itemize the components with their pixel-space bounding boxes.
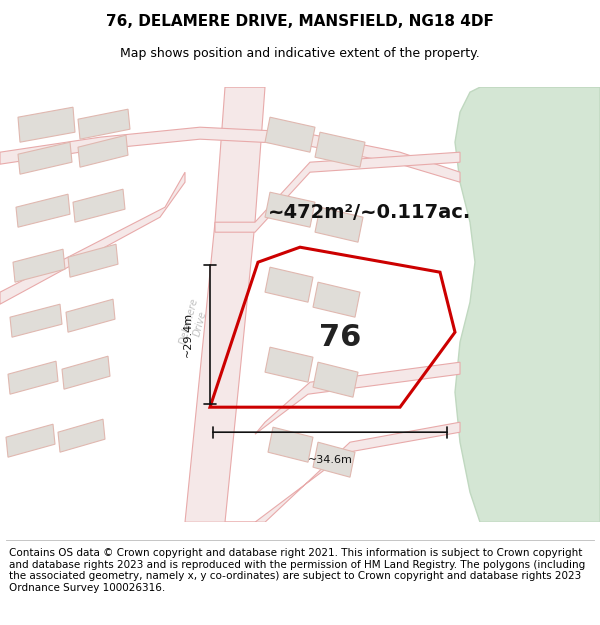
Polygon shape [78, 109, 130, 139]
Polygon shape [13, 249, 65, 282]
Text: ~34.6m: ~34.6m [308, 455, 352, 465]
Polygon shape [455, 87, 600, 522]
Polygon shape [265, 118, 315, 152]
Polygon shape [73, 189, 125, 222]
Polygon shape [265, 192, 315, 227]
Polygon shape [6, 424, 55, 457]
Polygon shape [255, 362, 460, 434]
Polygon shape [313, 442, 355, 478]
Text: Map shows position and indicative extent of the property.: Map shows position and indicative extent… [120, 48, 480, 61]
Text: 76: 76 [319, 322, 361, 352]
Polygon shape [66, 299, 115, 332]
Text: ~472m²/~0.117ac.: ~472m²/~0.117ac. [268, 202, 472, 222]
Polygon shape [315, 132, 365, 167]
Polygon shape [265, 348, 313, 382]
Text: ~29.4m: ~29.4m [183, 312, 193, 358]
Polygon shape [18, 142, 72, 174]
Polygon shape [68, 244, 118, 278]
Text: Delamere
Drive: Delamere Drive [178, 296, 212, 348]
Polygon shape [62, 356, 110, 389]
Polygon shape [0, 172, 185, 304]
Polygon shape [78, 135, 128, 167]
Polygon shape [225, 422, 460, 522]
Polygon shape [315, 208, 363, 242]
Polygon shape [185, 87, 265, 522]
Text: Contains OS data © Crown copyright and database right 2021. This information is : Contains OS data © Crown copyright and d… [9, 548, 585, 592]
Polygon shape [18, 107, 75, 142]
Polygon shape [58, 419, 105, 452]
Polygon shape [313, 282, 360, 317]
Polygon shape [313, 362, 358, 398]
Polygon shape [10, 304, 62, 338]
Polygon shape [265, 268, 313, 302]
Polygon shape [215, 152, 460, 232]
Polygon shape [268, 428, 313, 462]
Polygon shape [0, 127, 460, 182]
Polygon shape [16, 194, 70, 227]
Polygon shape [8, 361, 58, 394]
Text: 76, DELAMERE DRIVE, MANSFIELD, NG18 4DF: 76, DELAMERE DRIVE, MANSFIELD, NG18 4DF [106, 14, 494, 29]
